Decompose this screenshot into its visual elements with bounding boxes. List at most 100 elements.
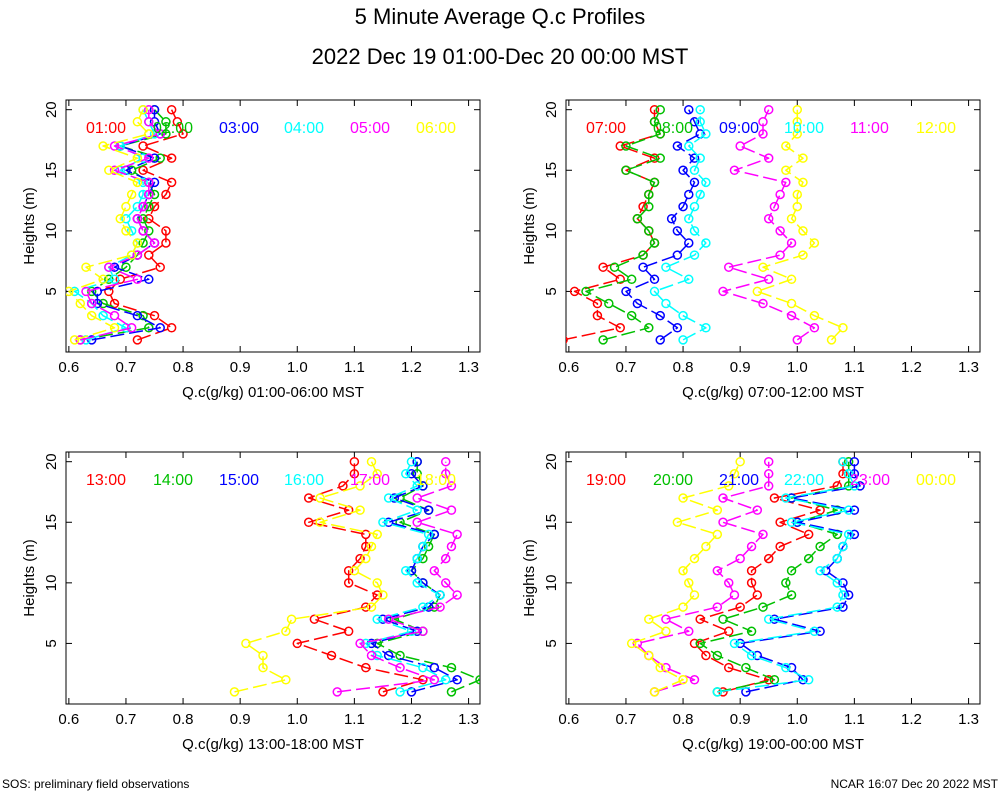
data-point bbox=[452, 529, 462, 540]
data-point bbox=[712, 505, 723, 515]
data-point bbox=[109, 141, 120, 151]
y-tick-label: 20 bbox=[543, 453, 560, 470]
data-point bbox=[569, 286, 580, 297]
data-point bbox=[92, 286, 103, 297]
data-point bbox=[581, 286, 591, 297]
legend-entry: 22:00 bbox=[784, 472, 824, 489]
data-point bbox=[729, 590, 740, 600]
data-point bbox=[66, 286, 74, 297]
data-point bbox=[149, 153, 160, 163]
data-point bbox=[126, 250, 137, 260]
data-point bbox=[826, 335, 837, 345]
data-point bbox=[775, 189, 785, 200]
data-point bbox=[798, 250, 808, 260]
data-point bbox=[746, 565, 757, 576]
data-point bbox=[644, 201, 654, 212]
data-point bbox=[241, 638, 251, 649]
data-point bbox=[412, 505, 422, 515]
data-point bbox=[798, 153, 808, 163]
data-point bbox=[138, 141, 148, 151]
data-point bbox=[735, 602, 745, 612]
data-point bbox=[144, 153, 154, 163]
data-point bbox=[798, 675, 808, 685]
data-point bbox=[701, 650, 711, 661]
data-point bbox=[126, 226, 137, 236]
data-point bbox=[689, 638, 700, 649]
data-point bbox=[832, 578, 842, 588]
y-tick-label: 15 bbox=[543, 162, 560, 179]
plot-frame bbox=[65, 451, 481, 705]
legend-entry: 11:00 bbox=[850, 120, 889, 137]
x-tick-label: 0.6 bbox=[558, 711, 579, 728]
data-point bbox=[366, 602, 377, 612]
data-point bbox=[372, 590, 382, 600]
plot-area bbox=[626, 456, 865, 697]
data-point bbox=[395, 650, 405, 661]
data-point bbox=[838, 469, 848, 479]
data-point bbox=[849, 469, 860, 479]
data-point bbox=[672, 226, 683, 236]
data-point bbox=[684, 141, 694, 151]
data-point bbox=[109, 274, 120, 285]
data-point bbox=[735, 141, 745, 151]
y-axis-label: Heights (m) bbox=[521, 187, 538, 265]
data-point bbox=[138, 189, 148, 200]
series-line-12:00 bbox=[756, 109, 844, 341]
data-point bbox=[281, 675, 291, 685]
plot-frame bbox=[565, 451, 981, 705]
data-point bbox=[792, 129, 803, 139]
x-tick-label: 1.1 bbox=[844, 359, 865, 376]
data-point bbox=[406, 456, 417, 467]
legend-entry: 04:00 bbox=[284, 120, 324, 137]
data-point bbox=[695, 153, 705, 163]
data-point bbox=[303, 517, 314, 528]
data-point bbox=[144, 226, 154, 236]
data-point bbox=[372, 578, 382, 588]
y-axis-label: Heights (m) bbox=[521, 539, 538, 617]
data-point bbox=[684, 578, 694, 588]
data-point bbox=[723, 262, 734, 272]
data-point bbox=[723, 626, 734, 637]
data-point bbox=[138, 310, 148, 321]
data-point bbox=[132, 213, 143, 224]
data-point bbox=[781, 141, 791, 151]
data-point bbox=[115, 274, 125, 285]
x-tick-label: 0.6 bbox=[558, 359, 579, 376]
data-point bbox=[786, 213, 797, 224]
data-point bbox=[655, 335, 665, 345]
data-point bbox=[104, 165, 114, 176]
data-point bbox=[161, 238, 171, 248]
legend-entry: 12:00 bbox=[916, 120, 956, 137]
data-point bbox=[423, 505, 434, 515]
data-point bbox=[258, 662, 268, 673]
data-point bbox=[446, 687, 457, 697]
data-point bbox=[815, 626, 825, 637]
data-point bbox=[718, 286, 728, 297]
data-point bbox=[366, 456, 377, 467]
x-tick-label: 0.9 bbox=[730, 711, 751, 728]
data-point bbox=[684, 626, 694, 637]
series-line-06:00 bbox=[68, 109, 150, 341]
data-point bbox=[349, 469, 360, 479]
data-point bbox=[412, 578, 422, 588]
data-point bbox=[792, 201, 803, 212]
data-point bbox=[672, 250, 683, 260]
data-point bbox=[378, 687, 388, 697]
data-point bbox=[98, 274, 108, 285]
data-point bbox=[475, 675, 480, 685]
data-point bbox=[723, 481, 734, 491]
x-tick-label: 1.3 bbox=[458, 359, 479, 376]
data-point bbox=[161, 226, 171, 236]
data-point bbox=[684, 213, 694, 224]
y-tick-label: 5 bbox=[43, 639, 60, 647]
data-point bbox=[378, 590, 388, 600]
legend-entry: 00:00 bbox=[916, 472, 956, 489]
data-point bbox=[383, 650, 394, 661]
data-point bbox=[429, 565, 440, 576]
data-point bbox=[689, 226, 700, 236]
x-axis-label: Q.c(g/kg) 13:00-18:00 MST bbox=[182, 736, 364, 753]
data-point bbox=[121, 226, 131, 236]
x-axis-label: Q.c(g/kg) 19:00-00:00 MST bbox=[682, 736, 864, 753]
data-point bbox=[769, 201, 780, 212]
x-tick-label: 1.0 bbox=[287, 359, 308, 376]
